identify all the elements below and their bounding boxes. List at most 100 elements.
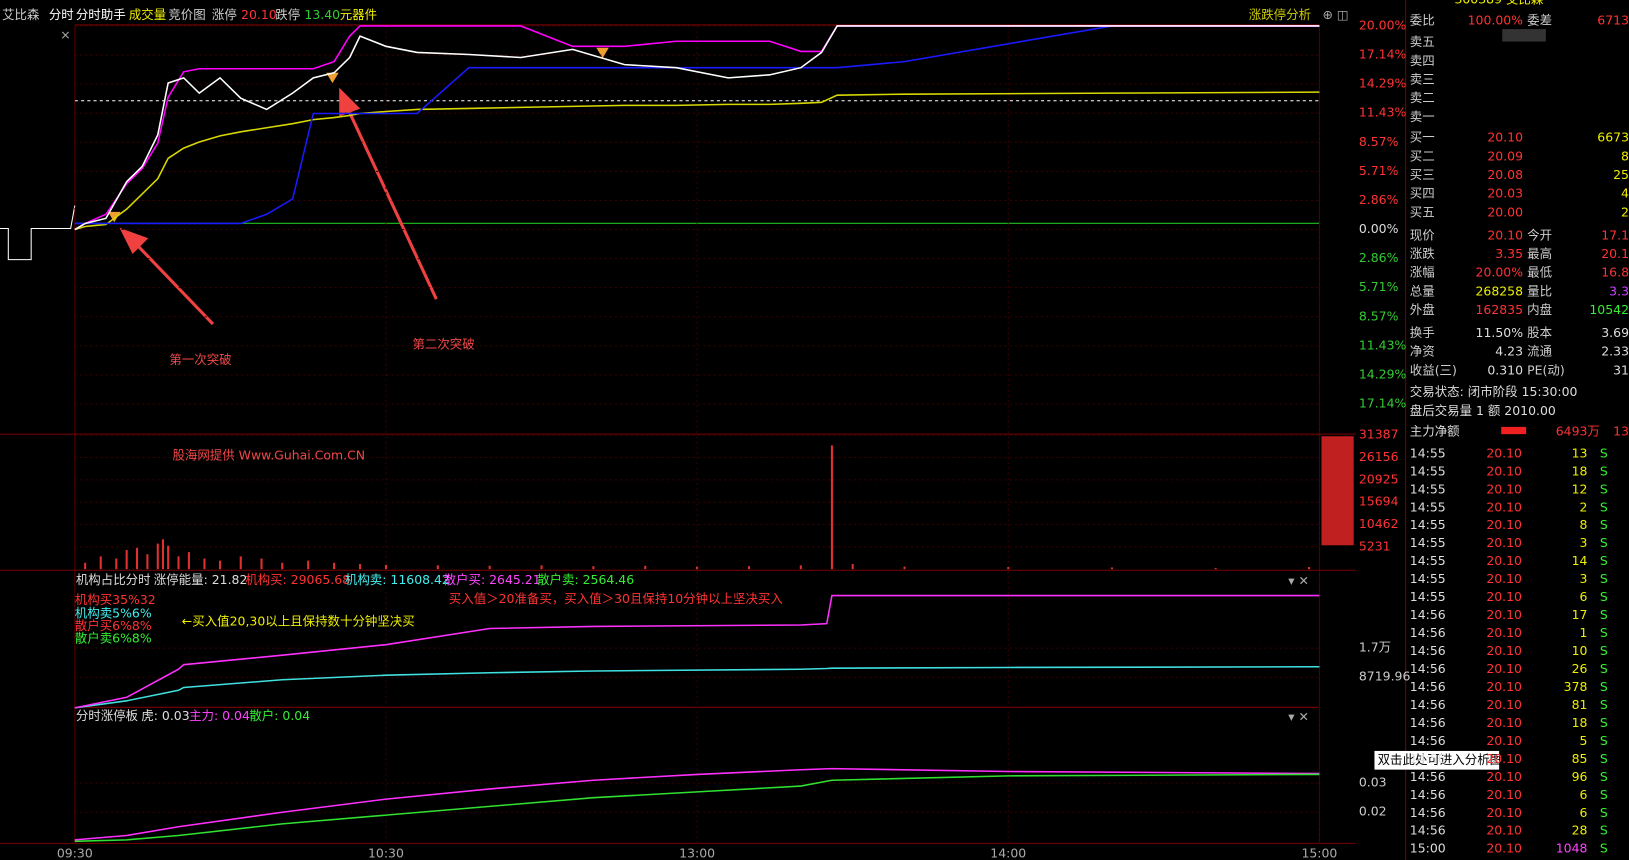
trade-volume: 378: [1564, 679, 1588, 694]
trade-volume: 3: [1580, 571, 1588, 586]
trade-side: S: [1600, 823, 1608, 838]
trade-price: 20.10: [1486, 823, 1522, 838]
stat-label: 现价: [1410, 227, 1435, 242]
trade-side: S: [1600, 625, 1608, 640]
volume-bar: [384, 564, 387, 570]
volume-bar: [146, 554, 149, 570]
buy-volume: 25: [1613, 167, 1629, 182]
y-tick-label: 20925: [1359, 471, 1399, 486]
panel-label: 散户买: 2645.21: [444, 572, 541, 587]
volume-bar: [644, 565, 647, 570]
trade-side: S: [1600, 805, 1608, 820]
markers: [108, 47, 609, 223]
trade-time: 14:55: [1410, 571, 1446, 586]
side-label: 机构买35%32: [75, 592, 156, 607]
label: 委比: [1410, 12, 1435, 27]
stat-value: 20.1: [1601, 246, 1629, 261]
trade-price: 20.10: [1486, 715, 1522, 730]
y-tick-label: 2.86%: [1359, 192, 1399, 207]
volume-bar: [830, 445, 833, 570]
window-button[interactable]: ⊕ ◫: [1323, 7, 1349, 22]
arrows: [119, 87, 438, 326]
volume-bar: [358, 564, 362, 570]
expand-button[interactable]: [1502, 29, 1546, 42]
x-tick-label: 15:00: [1301, 845, 1337, 860]
tooltip: 双击此处可进入分析图: [1378, 752, 1503, 767]
trade-volume: 3: [1580, 535, 1588, 550]
stat-value: 20.00%: [1476, 265, 1524, 280]
trade-time: 14:55: [1410, 445, 1446, 460]
trade-volume: 17: [1572, 607, 1588, 622]
stat-label: 换手: [1410, 325, 1435, 340]
volume-bar: [488, 565, 491, 570]
trade-volume: 28: [1572, 823, 1588, 838]
trade-time: 14:56: [1410, 661, 1446, 676]
sell-label: 卖四: [1410, 53, 1435, 68]
stat-value: 0.310: [1487, 362, 1523, 377]
annotation: 第二次突破: [412, 336, 474, 351]
stat-label: 最高: [1527, 246, 1552, 261]
stat-label: 总量: [1410, 283, 1435, 298]
close-button[interactable]: ×: [60, 27, 70, 42]
panel-controls[interactable]: ▾ ✕: [1288, 573, 1309, 588]
stat-label: 流通: [1527, 344, 1552, 359]
trade-price: 20.10: [1486, 751, 1522, 766]
trade-volume: 18: [1572, 715, 1588, 730]
sell-label: 卖三: [1410, 71, 1435, 86]
y-tick-label: 26156: [1359, 449, 1399, 464]
stat-label: 涨跌: [1410, 246, 1435, 261]
stat-value: 2.33: [1601, 344, 1629, 359]
volume-bar: [115, 558, 118, 570]
x-tick-label: 14:00: [990, 845, 1026, 860]
trade-volume: 6: [1580, 805, 1588, 820]
trade-side: S: [1600, 769, 1608, 784]
stat-label: 最低: [1527, 265, 1552, 280]
trade-volume: 6: [1580, 589, 1588, 604]
y-tick-label: 0.02: [1359, 804, 1387, 819]
volume-bar: [218, 560, 222, 570]
toolbar-item: 跌停: [275, 7, 300, 22]
trade-time: 14:55: [1410, 535, 1446, 550]
trade-price: 20.10: [1486, 589, 1522, 604]
trade-time: 14:55: [1410, 553, 1446, 568]
stat-value: 3.3: [1609, 283, 1629, 298]
buy-price: 20.03: [1487, 186, 1523, 201]
stat-value: 20.10: [1487, 227, 1523, 242]
panel-label: 机构买: 29065.68: [245, 572, 350, 587]
sell-label: 卖二: [1410, 90, 1435, 105]
buy-price: 20.10: [1487, 130, 1523, 145]
trade-side: S: [1600, 553, 1608, 568]
stat-label: 内盘: [1527, 302, 1552, 317]
trade-price: 20.10: [1486, 571, 1522, 586]
note: 买入值＞20准备买，买入值＞30且保持10分钟以上坚决买入: [449, 591, 783, 606]
volume-bar: [1307, 567, 1311, 570]
volume-bar: [156, 543, 159, 570]
buy-price: 20.08: [1487, 167, 1523, 182]
toolbar-item: 13.40: [304, 7, 340, 22]
series-line: [74, 25, 1320, 231]
trade-side: S: [1600, 715, 1608, 730]
trade-time: 14:56: [1410, 607, 1446, 622]
toolbar-item: 艾比森: [2, 7, 40, 22]
volume-bar: [903, 566, 906, 570]
buy-label: 买四: [1410, 186, 1435, 201]
trade-time: 14:56: [1410, 643, 1446, 658]
trade-side: S: [1600, 571, 1608, 586]
side-label: 散户买6%8%: [75, 618, 152, 633]
trade-time: 14:56: [1410, 679, 1446, 694]
panel-controls[interactable]: ▾ ✕: [1288, 709, 1309, 724]
buy-price: 20.09: [1487, 148, 1523, 163]
trade-side: S: [1600, 481, 1608, 496]
volume-bar: [307, 560, 310, 570]
status: 盘后交易量 1 额 2010.00: [1410, 403, 1556, 418]
stat-value: 4.23: [1495, 344, 1523, 359]
volume-bar: [1214, 567, 1217, 570]
toolbar-item: 成交量: [129, 7, 166, 22]
side-label: 散户卖6%8%: [75, 630, 152, 645]
trade-volume: 8: [1580, 517, 1588, 532]
trade-volume: 5: [1580, 733, 1588, 748]
stat-value: 268258: [1475, 283, 1523, 298]
trade-side: S: [1600, 787, 1608, 802]
trade-price: 20.10: [1486, 661, 1522, 676]
toolbar-item: 20.10: [241, 7, 277, 22]
